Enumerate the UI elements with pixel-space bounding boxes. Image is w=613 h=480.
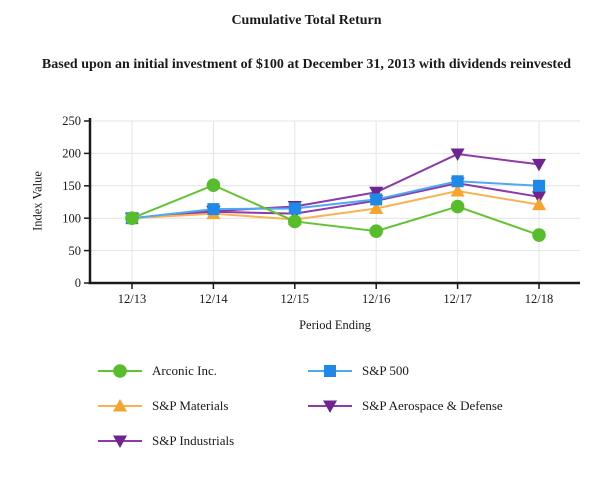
legend-item: S&P 500 (307, 361, 567, 381)
series-line (131, 153, 540, 220)
data-point-circle-icon (206, 178, 221, 192)
data-point-triangle-up-icon (113, 399, 127, 412)
legend-triangle-down-icon (98, 435, 142, 448)
x-tick-label: 12/17 (443, 292, 471, 306)
chart-title: Cumulative Total Return (231, 13, 382, 28)
legend-item: Arconic Inc. (97, 361, 307, 381)
x-tick-label: 12/15 (281, 292, 309, 306)
series-line (131, 184, 540, 236)
legend-triangle-up-icon (98, 399, 142, 412)
chart-legend: Arconic Inc. S&P 500 S&P Materials S&P Aero… (97, 361, 567, 451)
data-point-triangle-down-icon (450, 148, 465, 162)
x-tick-label: 12/14 (199, 292, 228, 306)
data-point-circle-icon (450, 199, 465, 214)
x-tick-label: 12/18 (525, 292, 553, 306)
y-tick-label: 100 (62, 211, 81, 225)
legend-item: S&P Aerospace & Defense (307, 396, 567, 416)
data-point-square-icon (451, 175, 464, 188)
legend-circle-icon (98, 364, 142, 378)
data-point-triangle-down-icon (323, 400, 337, 413)
chart-plot-area: 0 50 100 150 200 250 12/13 12/14 12/15 12/16 12/17… (62, 114, 580, 306)
x-axis-title: Period Ending (299, 318, 371, 332)
data-point-square-icon (324, 365, 336, 377)
legend-label: S&P Aerospace & Defense (362, 398, 503, 413)
y-tick-label: 50 (69, 244, 82, 258)
legend-item: S&P Materials (97, 396, 307, 416)
data-point-circle-icon (369, 224, 384, 238)
legend-label: S&P 500 (362, 363, 409, 378)
data-point-square-icon (370, 193, 383, 206)
data-point-circle-icon (288, 214, 302, 229)
x-tick-label: 12/16 (362, 292, 390, 306)
data-point-triangle-down-icon (369, 186, 384, 200)
data-point-square-icon (533, 179, 545, 192)
data-point-triangle-up-icon (532, 197, 546, 211)
data-point-triangle-up-icon (450, 183, 465, 197)
y-axis-title: Index Value (30, 171, 45, 231)
data-point-triangle-up-icon (369, 201, 384, 214)
data-point-square-icon (288, 202, 301, 215)
legend-label: Arconic Inc. (152, 363, 217, 378)
legend-label: S&P Materials (152, 398, 229, 413)
x-tick-label: 12/13 (118, 292, 146, 306)
data-point-triangle-down-icon (113, 435, 127, 448)
y-tick-label: 0 (75, 276, 81, 290)
chart-subtitle: Based upon an initial investment of $100… (41, 57, 572, 72)
y-tick-label: 200 (62, 147, 81, 161)
data-point-triangle-down-icon (532, 158, 546, 172)
legend-triangle-down-icon (308, 400, 352, 413)
series-line (131, 180, 540, 220)
data-point-circle-icon (113, 364, 127, 378)
legend-square-icon (308, 365, 352, 377)
legend-item: S&P Industrials (97, 431, 307, 451)
legend-label: S&P Industrials (152, 433, 235, 448)
data-point-square-icon (207, 203, 220, 216)
y-tick-label: 150 (62, 179, 81, 193)
data-point-circle-icon (125, 211, 139, 225)
y-tick-label: 250 (62, 114, 81, 128)
data-point-circle-icon (532, 228, 546, 242)
data-point-triangle-down-icon (532, 191, 546, 204)
series-line (131, 189, 540, 221)
